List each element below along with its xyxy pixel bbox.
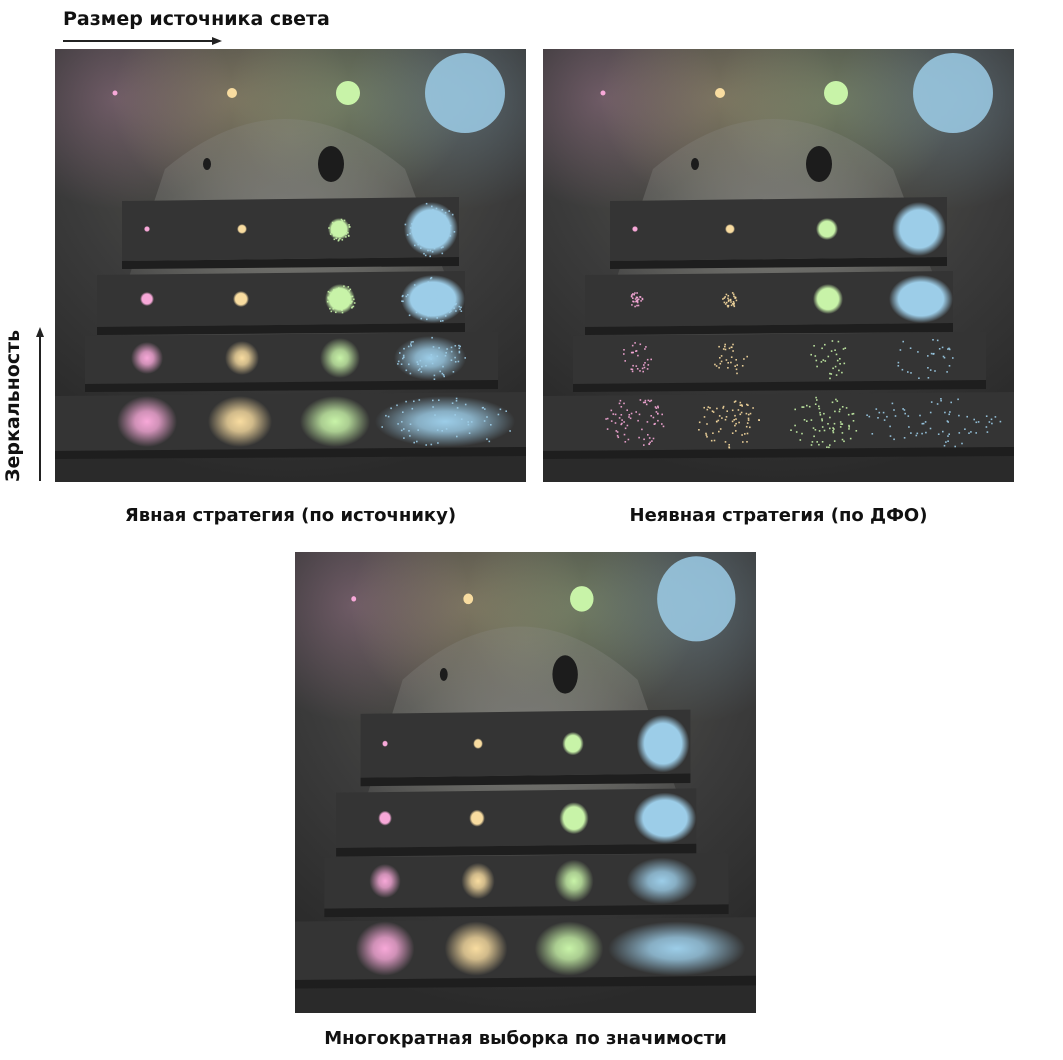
render-implicit-strategy (543, 49, 1014, 482)
caption-explicit: Явная стратегия (по источнику) (124, 505, 457, 526)
light-size-label: Размер источника света (63, 8, 330, 30)
specularity-label: Зеркальность (2, 329, 24, 482)
render-svg-mis (295, 552, 756, 1013)
render-svg-implicit (543, 49, 1014, 482)
render-explicit-strategy (55, 49, 526, 482)
render-mis (295, 552, 756, 1013)
specularity-arrow (36, 327, 44, 481)
render-svg-explicit (55, 49, 526, 482)
light-size-arrow (63, 37, 222, 45)
caption-implicit: Неявная стратегия (по ДФО) (629, 505, 928, 526)
caption-mis: Многократная выборка по значимости (324, 1028, 727, 1049)
